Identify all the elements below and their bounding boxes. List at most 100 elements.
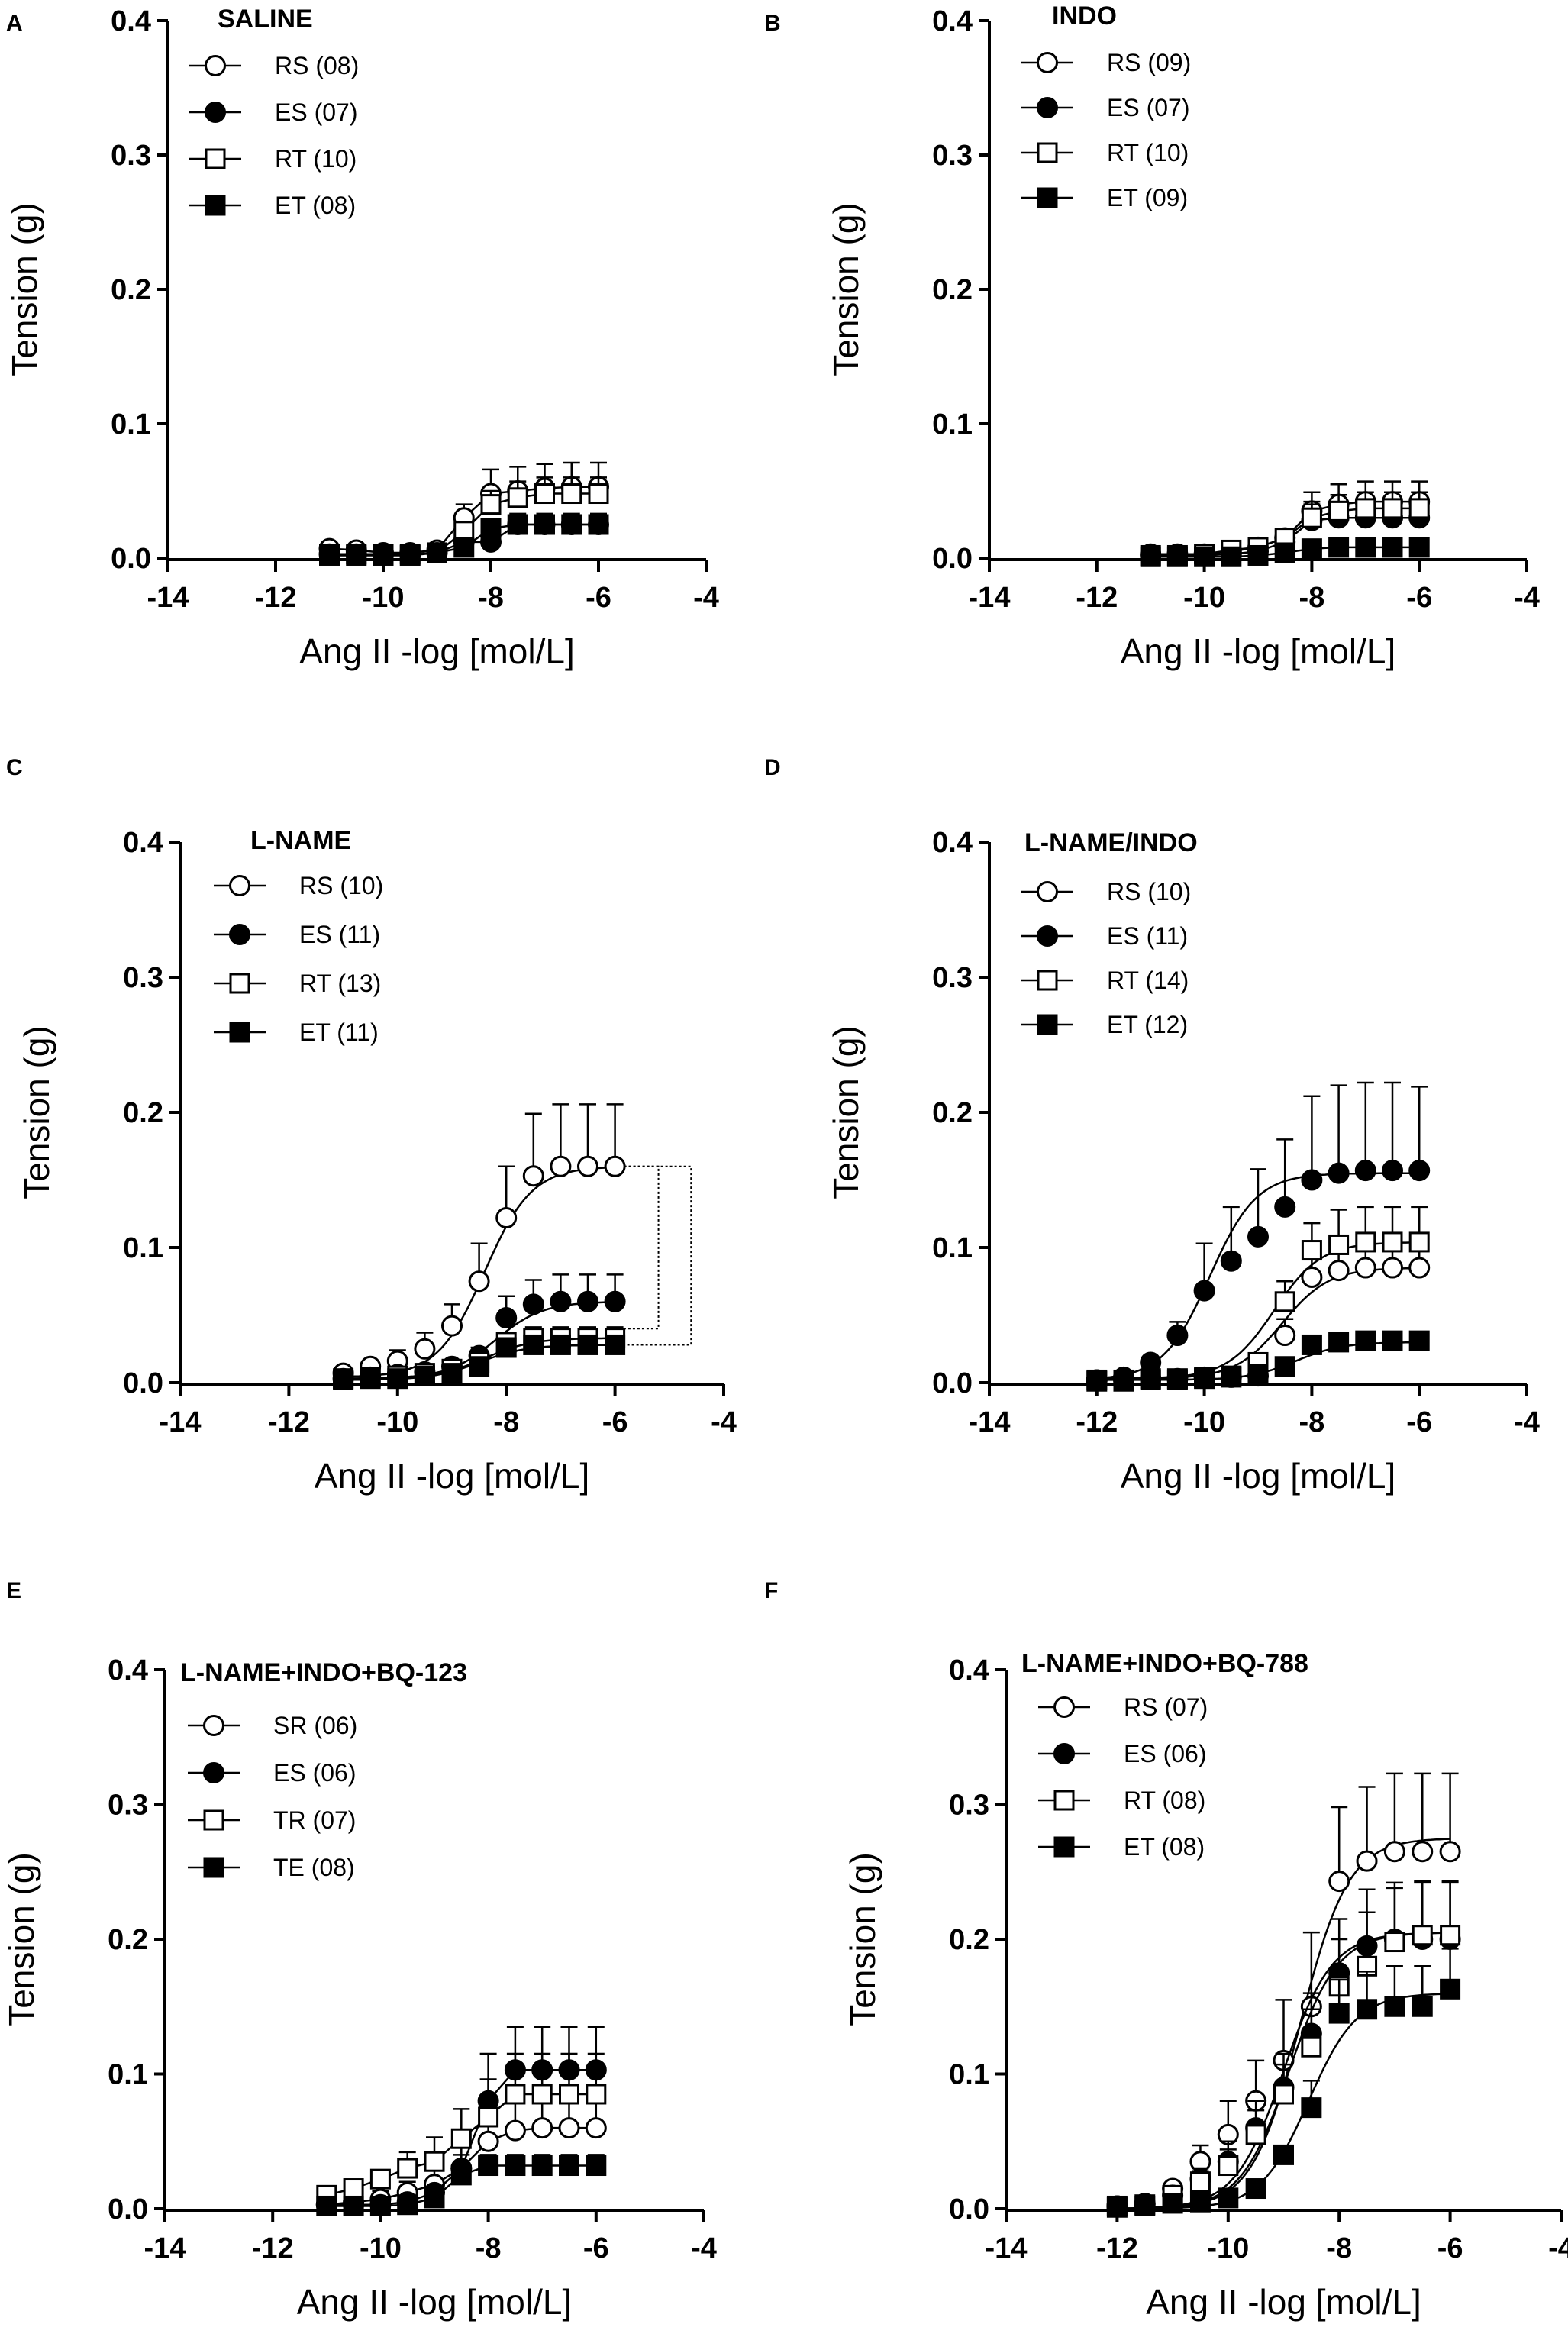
panel-f: F L-NAME+INDO+BQ-788 0.0 0.1 0.2 0.3 0.4 -14 -12… <box>764 1578 1568 2322</box>
data-point <box>1247 1225 1269 1248</box>
legend-label: RS (08) <box>275 52 359 79</box>
data-point <box>1382 537 1403 558</box>
data-point <box>1440 1978 1461 2000</box>
data-point <box>559 2155 579 2177</box>
data-point <box>316 2195 337 2216</box>
data-point <box>480 494 502 515</box>
data-point <box>1134 2195 1156 2216</box>
legend-label: RT (14) <box>1107 967 1189 994</box>
x-tick-label: -8 <box>476 2232 502 2264</box>
data-point <box>450 2128 472 2149</box>
y-tick-label: 0.0 <box>123 1367 163 1399</box>
panel-letter: A <box>6 11 23 36</box>
legend-marker <box>1037 142 1058 163</box>
y-tick-label: 0.4 <box>932 827 973 859</box>
x-tick-label: -14 <box>147 582 189 614</box>
legend-entry: RT (14) <box>1021 967 1189 994</box>
data-point <box>1382 1257 1403 1279</box>
y-tick-label: 0.1 <box>108 2059 148 2091</box>
data-point <box>605 1334 626 1355</box>
data-point <box>469 1356 490 1377</box>
data-point <box>586 2155 607 2177</box>
data-point <box>1384 1996 1405 2017</box>
legend-entry: TR (07) <box>188 1806 356 1834</box>
x-tick-label: -10 <box>376 1406 418 1438</box>
legend-label: RT (13) <box>299 970 381 997</box>
legend-entry: RT (13) <box>214 970 381 997</box>
data-point <box>1354 1160 1376 1182</box>
panel-b: B INDO 0.0 0.1 0.2 0.3 0.4 -14 -12 -10 -8 -6 -4 Ang I… <box>764 2 1540 671</box>
legend-label: RT (10) <box>1107 139 1189 166</box>
legend-label: RS (10) <box>299 872 383 899</box>
data-point <box>427 542 447 563</box>
data-point <box>1408 1231 1430 1253</box>
data-point <box>1189 2171 1211 2193</box>
data-point <box>1382 498 1403 519</box>
legend-label: ES (11) <box>299 921 380 948</box>
data-point <box>1247 1364 1269 1385</box>
data-point <box>1106 2197 1128 2218</box>
data-point <box>1273 2084 1294 2105</box>
legend-marker <box>205 148 226 169</box>
legend-entry: ES (06) <box>1038 1740 1206 1767</box>
series-rs <box>332 1103 626 1384</box>
panel-letter: B <box>764 11 781 36</box>
legend-entry: ES (07) <box>189 98 357 126</box>
legend-marker <box>1037 1014 1058 1035</box>
data-point <box>1140 546 1161 567</box>
series-et <box>1086 1330 1430 1392</box>
panel-title: INDO <box>1052 2 1117 31</box>
y-tick-label: 0.0 <box>932 543 973 575</box>
data-point <box>1113 1370 1134 1392</box>
x-tick-label: -8 <box>1299 582 1325 614</box>
x-axis-label: Ang II -log [mol/L] <box>299 631 575 671</box>
series-et <box>1140 537 1430 567</box>
legend-entry: ET (09) <box>1021 184 1188 211</box>
significance-bracket <box>624 1165 692 1346</box>
y-tick-label: 0.4 <box>949 1654 989 1687</box>
legend-label: RT (08) <box>1124 1787 1205 1814</box>
data-point <box>1328 500 1350 521</box>
data-point <box>1408 498 1430 519</box>
x-tick-label: -12 <box>268 1406 310 1438</box>
legend-marker <box>205 102 226 123</box>
legend-label: RT (10) <box>275 145 357 173</box>
legend-marker <box>229 973 250 994</box>
data-point <box>534 514 555 535</box>
y-tick-label: 0.3 <box>932 140 973 172</box>
y-tick-label: 0.1 <box>111 408 151 441</box>
data-point <box>1301 1240 1322 1261</box>
data-point <box>534 483 555 505</box>
x-tick-label: -14 <box>969 1406 1011 1438</box>
data-point <box>1412 1925 1433 1946</box>
data-point <box>319 544 340 566</box>
legend-marker <box>1037 970 1058 991</box>
x-tick-label: -6 <box>1437 2232 1463 2264</box>
data-point <box>531 2155 553 2177</box>
data-point <box>604 1290 626 1312</box>
legend-entry: ES (11) <box>214 921 380 948</box>
legend-entry: SR (06) <box>188 1712 357 1739</box>
data-point <box>588 483 609 505</box>
y-tick-label: 0.2 <box>111 274 151 306</box>
legend-marker <box>1053 1790 1075 1811</box>
legend-marker <box>1053 1836 1075 1858</box>
data-point <box>1301 1266 1323 1288</box>
significance-bracket <box>624 1165 660 1330</box>
data-point <box>1218 2155 1239 2177</box>
x-tick-label: -4 <box>711 1406 737 1438</box>
data-point <box>1140 1369 1161 1390</box>
y-tick-label: 0.3 <box>108 1790 148 1822</box>
legend-marker <box>1037 187 1058 208</box>
data-point <box>1355 1231 1376 1253</box>
data-point <box>504 2119 526 2142</box>
data-point <box>1274 1196 1296 1218</box>
x-tick-label: -6 <box>586 582 611 614</box>
legend-label: ET (08) <box>1124 1833 1205 1861</box>
x-tick-label: -6 <box>1406 1406 1432 1438</box>
y-tick-label: 0.0 <box>108 2193 148 2226</box>
data-point <box>1328 1162 1350 1184</box>
x-tick-label: -12 <box>255 582 297 614</box>
data-point <box>397 2194 418 2216</box>
x-axis-label: Ang II -log [mol/L] <box>1121 1456 1396 1496</box>
